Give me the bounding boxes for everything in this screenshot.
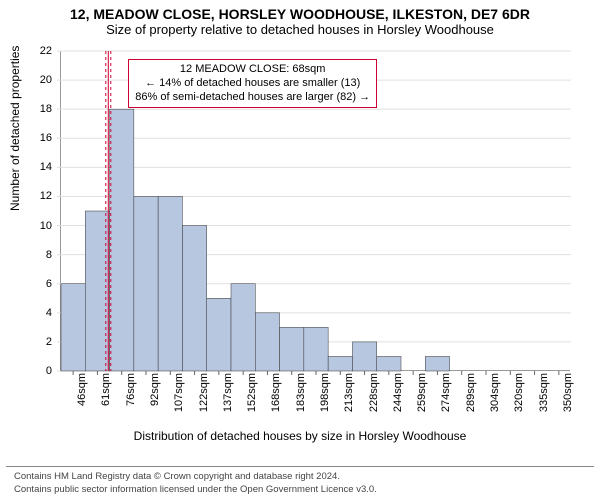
x-tick-label: 152sqm [246,373,258,412]
x-tick-label: 274sqm [440,373,452,412]
x-tick-label: 259sqm [416,373,428,412]
histogram-bar [207,298,231,371]
bars-group [61,109,559,375]
histogram-bar [280,327,304,371]
annotation-line1: 12 MEADOW CLOSE: 68sqm [135,63,370,77]
footer-line1: Contains HM Land Registry data © Crown c… [14,471,586,483]
y-tick-label: 0 [46,365,52,377]
histogram-bar [231,284,255,371]
histogram-bar [328,356,352,371]
histogram-bar [425,356,449,371]
histogram-bar [134,196,158,371]
histogram-bar [255,313,279,371]
y-tick-label: 2 [46,336,52,348]
x-tick-label: 244sqm [392,373,404,412]
chart-container: Number of detached properties 0246810121… [0,41,600,441]
histogram-bar [158,196,182,371]
x-tick-label: 92sqm [149,373,161,406]
histogram-bar [377,356,401,371]
x-tick-label: 228sqm [368,373,380,412]
annotation-box: 12 MEADOW CLOSE: 68sqm ← 14% of detached… [128,59,377,108]
x-tick-label: 168sqm [270,373,282,412]
histogram-bar [304,327,328,371]
y-tick-label: 20 [40,74,52,86]
annotation-line3: 86% of semi-detached houses are larger (… [135,91,370,105]
x-tick-label: 289sqm [465,373,477,412]
x-tick-label: 183sqm [295,373,307,412]
footer-licence: Contains HM Land Registry data © Crown c… [6,466,594,496]
x-axis-label: Distribution of detached houses by size … [0,429,600,443]
x-tick-label: 304sqm [489,373,501,412]
y-axis-ticks: 0246810121416182022 [0,51,56,371]
plot-area: 12 MEADOW CLOSE: 68sqm ← 14% of detached… [60,51,570,371]
x-tick-label: 137sqm [222,373,234,412]
x-tick-label: 213sqm [343,373,355,412]
y-tick-label: 14 [40,161,52,173]
y-tick-label: 16 [40,132,52,144]
y-tick-label: 8 [46,249,52,261]
x-tick-label: 122sqm [198,373,210,412]
x-tick-label: 107sqm [173,373,185,412]
histogram-bar [110,109,134,371]
y-tick-label: 22 [40,45,52,57]
x-tick-label: 320sqm [513,373,525,412]
y-tick-label: 4 [46,307,52,319]
page-title: 12, MEADOW CLOSE, HORSLEY WOODHOUSE, ILK… [0,0,600,22]
x-tick-label: 46sqm [76,373,88,406]
x-tick-label: 76sqm [125,373,137,406]
footer-line2: Contains public sector information licen… [14,484,586,496]
annotation-line2: ← 14% of detached houses are smaller (13… [135,77,370,91]
x-tick-label: 350sqm [562,373,574,412]
histogram-bar [61,284,85,371]
histogram-bar [352,342,376,371]
y-tick-label: 18 [40,103,52,115]
x-tick-label: 335sqm [538,373,550,412]
x-axis-ticks: 46sqm 61sqm 76sqm 92sqm 107sqm 122sqm 137sqm 15… [60,373,570,433]
y-tick-label: 6 [46,278,52,290]
x-tick-label: 61sqm [100,373,112,406]
x-tick-label: 198sqm [319,373,331,412]
y-tick-label: 10 [40,220,52,232]
histogram-bar [182,226,206,371]
page-subtitle: Size of property relative to detached ho… [0,22,600,41]
y-tick-label: 12 [40,190,52,202]
